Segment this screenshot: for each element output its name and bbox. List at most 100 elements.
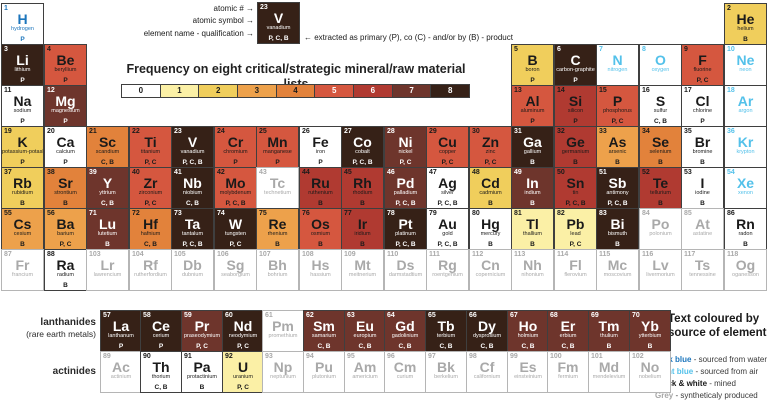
element-name: lead (570, 231, 581, 237)
element-symbol: Rg (438, 257, 457, 273)
element-qualification: P, C (196, 343, 208, 350)
element-symbol: Eu (356, 318, 374, 334)
element-name: gadolinium (391, 333, 419, 339)
element-symbol: Pu (315, 359, 333, 375)
element-cell-Zr: 40 Zr zirconium P, C (129, 167, 172, 209)
element-qualification: B (530, 159, 535, 166)
atomic-number: 76 (302, 210, 310, 217)
element-qualification: C, B (317, 343, 331, 350)
element-qualification: P (20, 36, 25, 43)
atomic-number: 16 (642, 87, 650, 94)
element-symbol: Ce (152, 318, 170, 334)
element-symbol: Er (560, 318, 576, 334)
element-symbol: V (187, 134, 198, 150)
atomic-number: 46 (387, 169, 395, 176)
element-name: technetium (264, 190, 291, 196)
element-symbol: Fe (312, 134, 329, 150)
atomic-number: 20 (47, 128, 55, 135)
element-qualification: B (647, 343, 653, 350)
element-cell-Np: 93 Np neptunium (262, 351, 304, 393)
atomic-number: 112 (472, 251, 484, 258)
element-cell-At: 85 At astatine (681, 208, 724, 250)
element-qualification: P (233, 159, 238, 166)
atomic-number: 70 (632, 312, 640, 319)
element-cell-Dy: 66 Dy dysprosium C, B (466, 310, 508, 352)
key-atomic-number-label: atomic # → (213, 4, 254, 13)
element-symbol: Br (694, 134, 711, 150)
element-symbol: I (700, 175, 705, 191)
element-qualification: B (20, 241, 25, 248)
atomic-number: 85 (684, 210, 692, 217)
atomic-number: 38 (47, 169, 55, 176)
atomic-number: 11 (4, 87, 12, 94)
element-name: tennessine (689, 272, 716, 278)
element-symbol: Sc (98, 134, 117, 150)
atomic-number: 115 (599, 251, 611, 258)
element-symbol: Co (353, 134, 372, 150)
element-cell-Tl: 81 Tl thallium B (511, 208, 554, 250)
element-cell-Mg: 12 Mg magnesium P (44, 85, 87, 127)
element-name: dysprosium (472, 333, 502, 339)
element-qualification: P (63, 118, 68, 125)
atomic-number: 79 (429, 210, 437, 217)
element-symbol: Bi (610, 216, 625, 232)
element-name: carbon-graphite (556, 67, 595, 73)
element-name: berkelium (434, 374, 458, 380)
element-symbol: Na (13, 93, 32, 109)
element-name: actinium (110, 374, 132, 380)
element-symbol: Sn (566, 175, 585, 191)
element-cell-Sn: 50 Sn tin P, C, B (554, 167, 597, 209)
atomic-number: 37 (4, 169, 12, 176)
atomic-number: 25 (259, 128, 267, 135)
atomic-number: 117 (684, 251, 696, 258)
element-name: hydrogen (11, 26, 34, 32)
element-symbol: Pb (566, 216, 585, 232)
element-qualification: P, C, B (182, 159, 203, 166)
element-name: manganese (263, 149, 292, 155)
atomic-number: 45 (344, 169, 352, 176)
element-name: barium (57, 231, 74, 237)
element-symbol: K (17, 134, 28, 150)
element-name: uranium (233, 374, 253, 380)
atomic-number: 104 (132, 251, 144, 258)
element-symbol: Nb (183, 175, 202, 191)
element-symbol: Po (651, 216, 670, 232)
element-symbol: Mo (225, 175, 246, 191)
element-name: silicon (567, 108, 584, 114)
element-name: sodium (13, 108, 32, 114)
atomic-number: 64 (387, 312, 395, 319)
element-symbol: F (698, 52, 707, 68)
element-symbol: V (273, 10, 284, 26)
element-name: calcium (56, 149, 75, 155)
element-cell-Sb: 51 Sb antimony P, C, B (596, 167, 639, 209)
element-symbol: Md (598, 359, 620, 375)
atomic-number: 66 (469, 312, 477, 319)
element-cell-Ho: 67 Ho holmium C, B (507, 310, 549, 352)
element-qualification: P, C, B (565, 200, 586, 207)
element-symbol: Tc (269, 175, 286, 191)
element-symbol: Ru (311, 175, 330, 191)
element-cell-Ru: 44 Ru ruthenium B (299, 167, 342, 209)
element-qualification: P, C (237, 343, 249, 350)
element-qualification: B (658, 159, 663, 166)
element-name: mendelevium (592, 374, 626, 380)
element-symbol: Pm (272, 318, 294, 334)
element-symbol: Yb (641, 318, 659, 334)
element-symbol: Li (16, 52, 29, 68)
atomic-number: 12 (47, 87, 55, 94)
element-symbol: In (526, 175, 539, 191)
element-symbol: Zr (143, 175, 158, 191)
element-symbol: Am (353, 359, 377, 375)
frequency-scale-segment-6: 6 (353, 84, 393, 98)
element-symbol: Ds (396, 257, 415, 273)
element-cell-Bi: 83 Bi bismuth B (596, 208, 639, 250)
atomic-number: 58 (143, 312, 151, 319)
atomic-number: 65 (428, 312, 436, 319)
element-name: bismuth (607, 231, 628, 237)
element-qualification: P, C (237, 384, 249, 391)
element-qualification: P, C, B (352, 159, 373, 166)
